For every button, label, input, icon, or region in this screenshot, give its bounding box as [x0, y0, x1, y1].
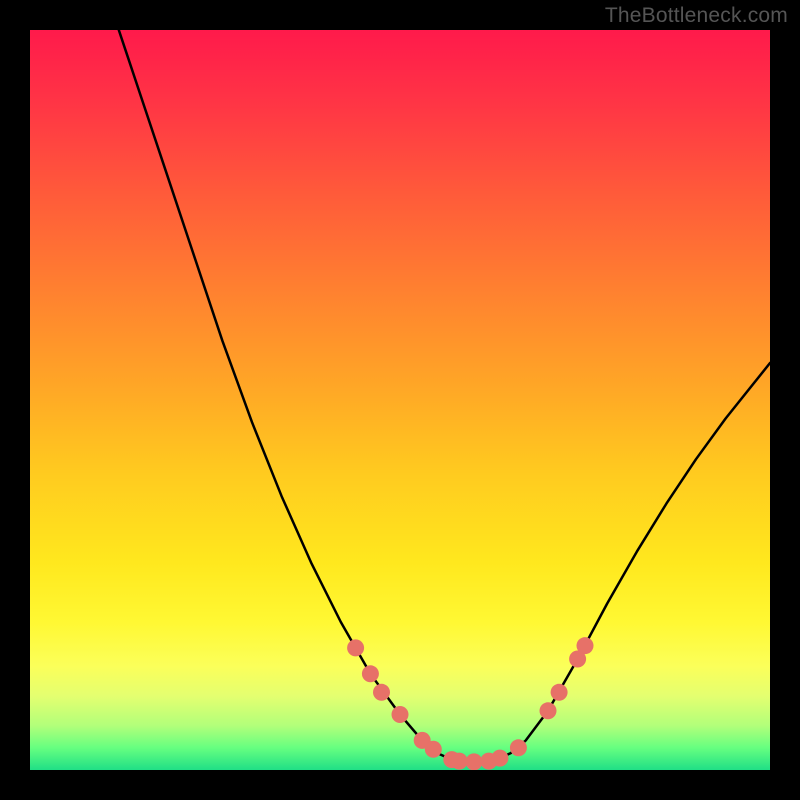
curve-marker	[425, 741, 442, 758]
gradient-background	[30, 30, 770, 770]
curve-marker	[347, 639, 364, 656]
chart-svg	[30, 30, 770, 770]
curve-marker	[510, 739, 527, 756]
curve-marker	[540, 702, 557, 719]
plot-area	[30, 30, 770, 770]
curve-marker	[466, 753, 483, 770]
watermark-text: TheBottleneck.com	[605, 4, 788, 28]
curve-marker	[362, 665, 379, 682]
curve-marker	[373, 684, 390, 701]
curve-marker	[551, 684, 568, 701]
curve-marker	[491, 750, 508, 767]
curve-marker	[451, 753, 468, 770]
chart-frame: TheBottleneck.com	[0, 0, 800, 800]
curve-marker	[577, 637, 594, 654]
curve-marker	[392, 706, 409, 723]
